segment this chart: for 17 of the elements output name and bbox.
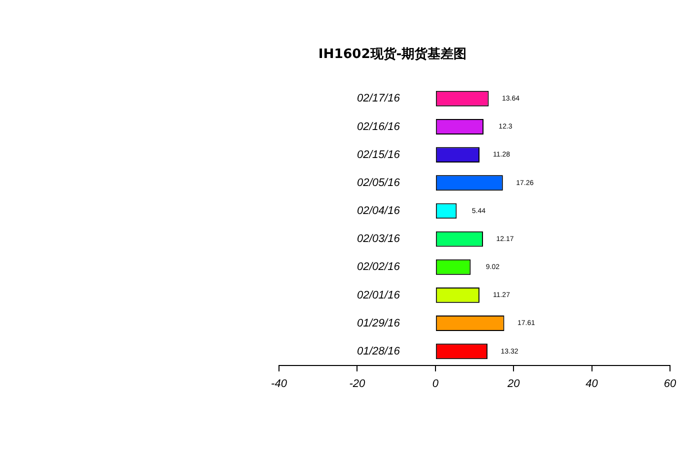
y-tick-label: 01/28/16: [357, 345, 401, 358]
y-tick-label: 02/02/16: [357, 261, 401, 274]
y-tick-label: 02/16/16: [357, 120, 401, 133]
x-tick-label: -20: [349, 378, 366, 390]
chart-title: IH1602现货-期货基差图: [318, 46, 467, 62]
y-tick-label: 02/05/16: [357, 176, 401, 189]
x-tick-label: 40: [586, 378, 599, 390]
x-tick-label: -40: [271, 378, 288, 390]
y-tick-label: 02/04/16: [357, 205, 401, 218]
y-tick-label: 02/15/16: [357, 148, 401, 161]
x-tick-label: 60: [664, 378, 677, 390]
y-tick-label: 02/03/16: [357, 233, 401, 246]
y-tick-label: 02/17/16: [357, 92, 401, 105]
y-tick-label: 01/29/16: [357, 317, 401, 330]
y-tick-label: 02/01/16: [357, 289, 401, 302]
x-tick-label: 0: [432, 378, 440, 390]
x-tick-label: 20: [506, 378, 521, 390]
